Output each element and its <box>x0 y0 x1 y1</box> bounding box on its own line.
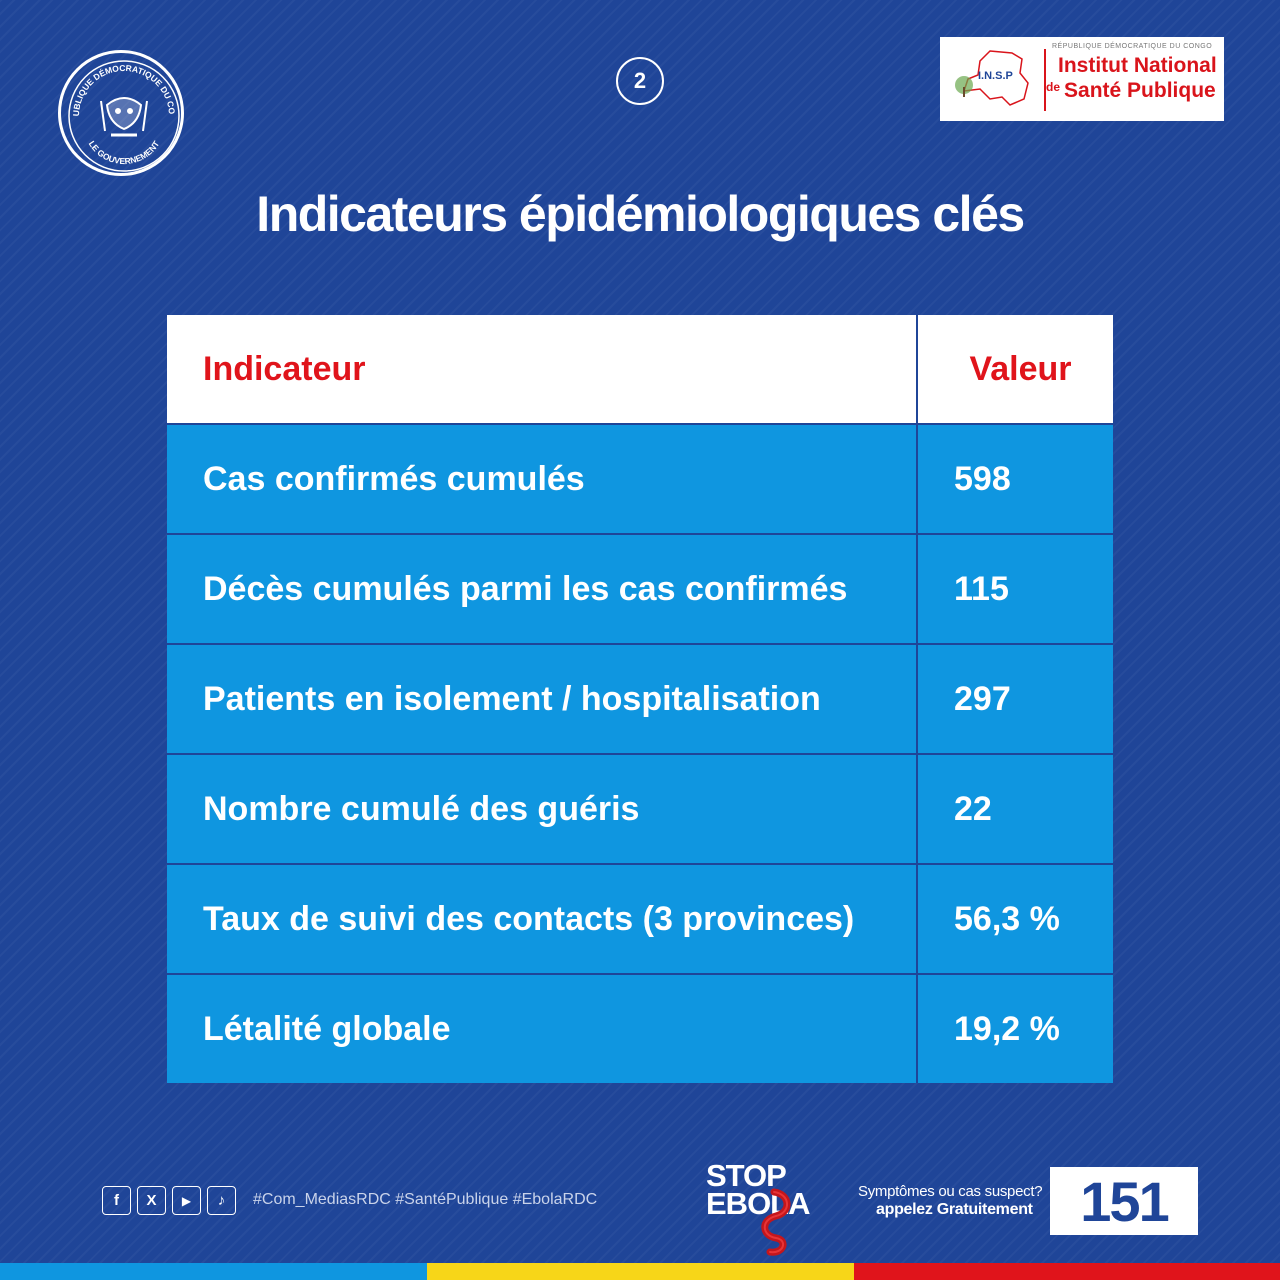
table-row: Taux de suivi des contacts (3 provinces)… <box>167 863 1113 973</box>
header-value: Valeur <box>969 349 1072 388</box>
youtube-icon[interactable]: ▶ <box>172 1186 201 1215</box>
indicator-cell: Cas confirmés cumulés <box>167 425 918 533</box>
leopard-emblem-icon <box>100 97 148 137</box>
flag-blue-segment <box>0 1263 427 1280</box>
flag-yellow-segment <box>427 1263 854 1280</box>
hotline-call-text: appelez Gratuitement <box>876 1201 1033 1218</box>
value-cell: 115 <box>954 569 1009 608</box>
seal-bottom-text: LE GOUVERNEMENT <box>87 138 162 166</box>
page-number: 2 <box>616 57 664 105</box>
value-cell: 598 <box>954 459 1011 498</box>
government-seal: RÉPUBLIQUE DÉMOCRATIQUE DU CONGO LE GOUV… <box>58 50 184 176</box>
indicator-cell: Décès cumulés parmi les cas confirmés <box>167 535 918 643</box>
indicator-cell: Patients en isolement / hospitalisation <box>167 645 918 753</box>
indicator-cell: Taux de suivi des contacts (3 provinces) <box>167 865 918 973</box>
tiktok-icon[interactable]: ♪ <box>207 1186 236 1215</box>
stop-ebola-line2: EBOLA <box>706 1186 810 1221</box>
insp-acronym: I.N.S.P <box>978 70 1013 82</box>
svg-text:LE GOUVERNEMENT: LE GOUVERNEMENT <box>87 138 162 166</box>
flag-stripe <box>0 1263 1280 1280</box>
x-icon[interactable]: X <box>137 1186 166 1215</box>
facebook-icon[interactable]: f <box>102 1186 131 1215</box>
header-indicator: Indicateur <box>167 315 918 423</box>
table-row: Cas confirmés cumulés 598 <box>167 423 1113 533</box>
value-cell: 297 <box>954 679 1011 718</box>
hotline-question: Symptômes ou cas suspect? <box>858 1183 1043 1200</box>
table-row: Patients en isolement / hospitalisation … <box>167 643 1113 753</box>
value-cell: 19,2 % <box>954 1009 1060 1048</box>
insp-divider <box>1044 49 1046 111</box>
social-links: f X ▶ ♪ <box>102 1186 236 1215</box>
hashtags: #Com_MediasRDC #SantéPublique #EbolaRDC <box>253 1191 598 1208</box>
ebola-virus-icon <box>761 1188 791 1256</box>
indicator-cell: Létalité globale <box>167 975 918 1083</box>
indicator-cell: Nombre cumulé des guéris <box>167 755 918 863</box>
hotline-number[interactable]: 151 <box>1050 1167 1198 1235</box>
insp-name-main: Santé Publique <box>1064 79 1216 102</box>
flag-red-segment <box>854 1263 1280 1280</box>
insp-name-line1: Institut National <box>1058 54 1217 77</box>
stop-ebola-logo: STOP EBOLA <box>704 1158 844 1258</box>
value-cell: 56,3 % <box>954 899 1060 938</box>
table-header-row: Indicateur Valeur <box>167 315 1113 423</box>
insp-logo: I.N.S.P RÉPUBLIQUE DÉMOCRATIQUE DU CONGO… <box>940 37 1224 121</box>
table-row: Décès cumulés parmi les cas confirmés 11… <box>167 533 1113 643</box>
value-cell: 22 <box>954 789 992 828</box>
table-row: Létalité globale 19,2 % <box>167 973 1113 1083</box>
insp-name-prefix: de <box>1046 80 1061 94</box>
insp-country: RÉPUBLIQUE DÉMOCRATIQUE DU CONGO <box>1052 43 1213 50</box>
indicators-table: Indicateur Valeur Cas confirmés cumulés … <box>167 315 1113 1083</box>
stop-ebola-line1: STOP <box>706 1158 787 1193</box>
table-row: Nombre cumulé des guéris 22 <box>167 753 1113 863</box>
drc-map-icon: I.N.S.P <box>955 50 1029 106</box>
page-title: Indicateurs épidémiologiques clés <box>256 186 1025 242</box>
insp-name-line2: de Santé Publique <box>1046 79 1216 103</box>
